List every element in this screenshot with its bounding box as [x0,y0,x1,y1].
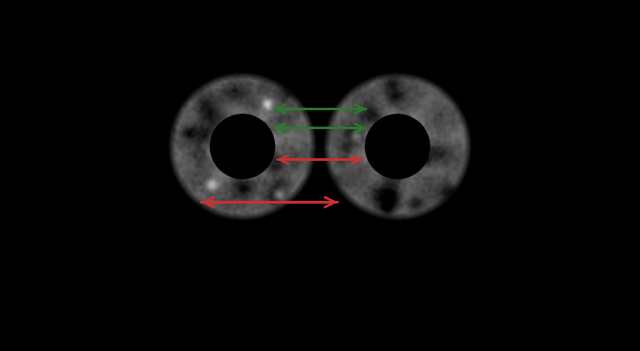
Text: Figure 3: Performance of Humans in Iris Recognition: The Impact of Iris Conditio: Figure 3: Performance of Humans in Iris … [36,334,604,344]
